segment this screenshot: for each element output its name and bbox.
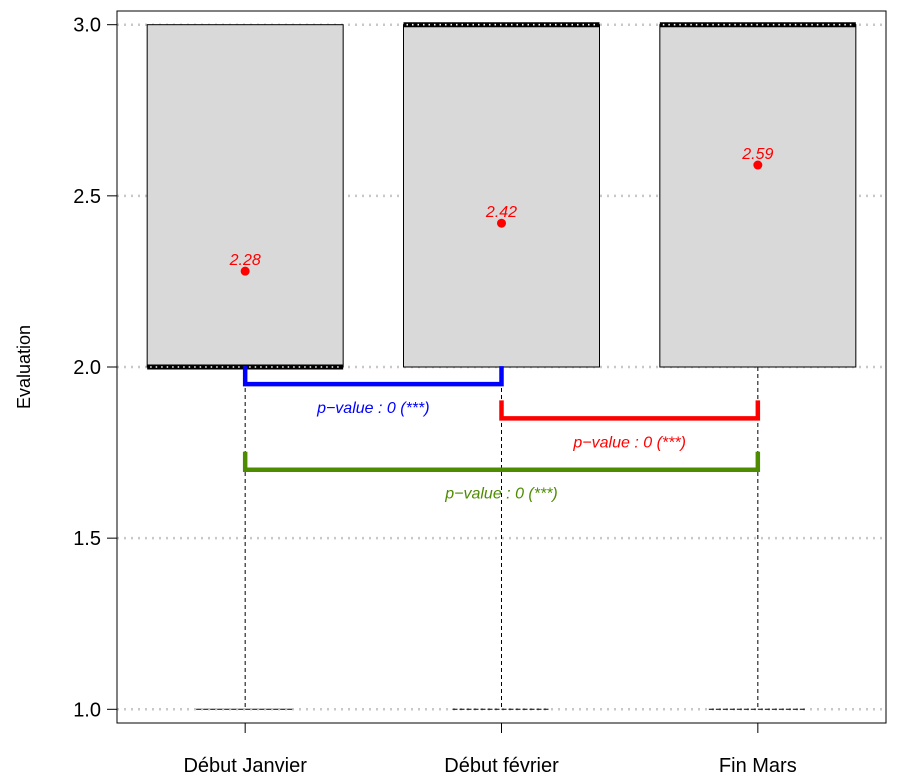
y-tick-label: 1.5 — [73, 528, 101, 550]
boxes — [146, 22, 857, 370]
y-tick-label: 1.0 — [73, 699, 101, 721]
comparison-bracket — [499, 400, 761, 421]
means: 2.28 2.42 2.59 — [229, 146, 774, 276]
mean-point — [240, 266, 250, 276]
y-axis-title: Evaluation — [14, 325, 34, 409]
x-category-label: Fin Mars — [719, 755, 797, 776]
mean-point — [497, 218, 506, 228]
x-category-label: Début Janvier — [183, 755, 307, 776]
comparison-bracket — [242, 451, 761, 472]
y-axis: 1.0 1.5 2.0 2.5 3.0 — [73, 15, 117, 721]
p-value-label: p−value : 0 (***) — [444, 486, 558, 503]
y-tick-label: 2.5 — [73, 186, 101, 208]
comparison-bracket — [242, 366, 504, 387]
comparison-brackets: p−value : 0 (***) p−value : 0 (***) p−valu… — [242, 366, 761, 503]
box — [146, 24, 344, 368]
box — [659, 24, 857, 368]
box — [403, 24, 600, 368]
x-category-label: Début février — [444, 755, 559, 776]
mean-point — [753, 160, 763, 170]
x-axis-labels: Début Janvier Début février Fin Mars — [183, 723, 797, 776]
whiskers — [196, 367, 807, 710]
mean-label: 2.42 — [485, 204, 517, 221]
y-tick-label: 2.0 — [73, 357, 101, 379]
mean-label: 2.59 — [741, 146, 773, 163]
p-value-label: p−value : 0 (***) — [572, 434, 686, 451]
p-value-label: p−value : 0 (***) — [316, 400, 430, 417]
mean-label: 2.28 — [229, 252, 261, 269]
y-tick-label: 3.0 — [73, 15, 101, 37]
